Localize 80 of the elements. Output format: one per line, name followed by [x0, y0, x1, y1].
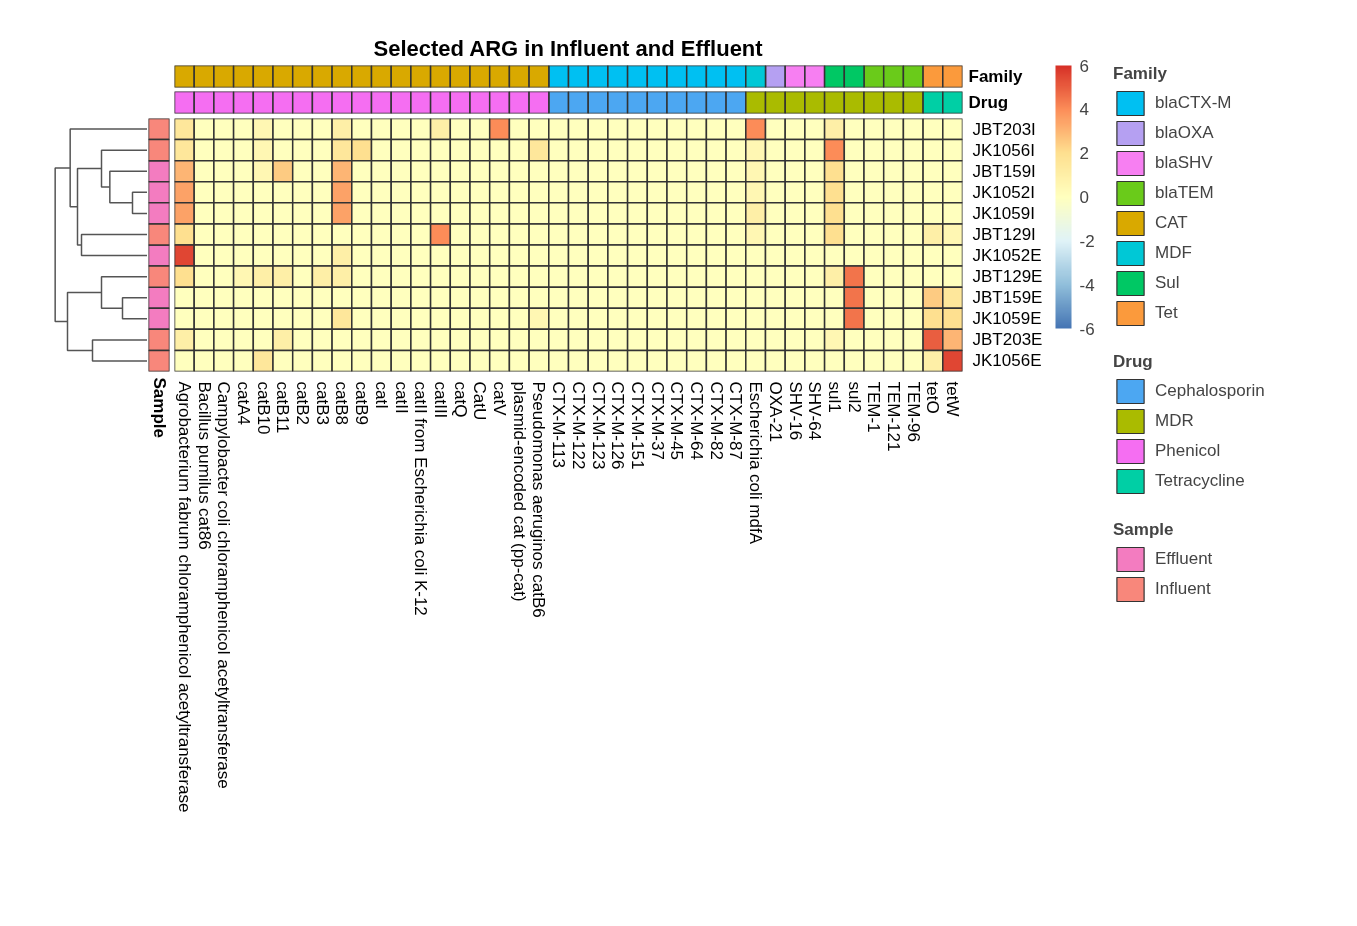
- legend-label: blaSHV: [1155, 152, 1213, 174]
- x-tick-label: catV: [490, 381, 510, 417]
- legend-label: Sul: [1155, 272, 1180, 294]
- x-tick-label: SHV-16: [785, 381, 805, 441]
- y-tick-label: JBT203I: [972, 119, 1036, 139]
- x-tick-label: Pseudomonas aeruginos catB6: [529, 381, 549, 618]
- text: Effluent: [1155, 548, 1213, 570]
- y-tick-label: JK1059E: [972, 309, 1042, 329]
- x-tick-label: catB3: [312, 381, 332, 425]
- x-tick-label: catB9: [352, 381, 372, 425]
- x-tick-label: CTX-M-64: [687, 381, 707, 460]
- x-tick-label: Campylobacter coli chloramphenicol acetyltransferase: [214, 381, 234, 789]
- x-tick-label: Bacillus pumilus cat86: [194, 381, 214, 550]
- y-tick-label: JK1056I: [972, 140, 1035, 160]
- y-tick-label: JBT129I: [972, 224, 1036, 244]
- legend-label: MDF: [1155, 242, 1192, 264]
- x-tick-label: catB2: [293, 381, 313, 425]
- text: Influent: [1155, 578, 1211, 600]
- x-tick-label: CTX-M-45: [667, 381, 687, 460]
- y-axis-title: Family: [968, 67, 1023, 86]
- x-tick-label: Agrobacterium fabrum chloramphenicol acetyltransferase: [174, 381, 194, 813]
- text: Phenicol: [1155, 440, 1221, 462]
- x-tick-label: CTX-M-123: [588, 381, 608, 470]
- y-tick-label: JK1056E: [972, 351, 1042, 371]
- x-tick-label: catQ: [450, 381, 470, 418]
- legend-label: blaCTX-M: [1155, 92, 1232, 114]
- text: Cephalosporin: [1155, 380, 1265, 402]
- x-tick-label: catII from Escherichia coli K-12: [411, 381, 431, 616]
- x-tick-label: CatU: [470, 381, 490, 421]
- x-tick-label: catB11: [273, 381, 293, 434]
- x-tick-label: CTX-M-126: [608, 381, 628, 470]
- x-tick-label: tetO: [923, 381, 943, 414]
- color-bar-label: 6: [1079, 56, 1089, 76]
- legend-label: CAT: [1155, 212, 1188, 234]
- chart-title: Selected ARG in Influent and Effluent: [373, 35, 764, 61]
- x-tick-label: TEM-121: [884, 381, 904, 452]
- y-tick-label: JK1059I: [972, 203, 1035, 223]
- color-bar-label: -2: [1079, 231, 1095, 251]
- x-tick-label: CTX-M-151: [627, 381, 647, 470]
- x-tick-label: CTX-M-87: [726, 381, 746, 460]
- legend-label: blaOXA: [1155, 122, 1214, 144]
- text: Tetracycline: [1155, 470, 1245, 492]
- color-bar-label: 0: [1079, 188, 1089, 207]
- legend-title: Family: [1113, 64, 1168, 84]
- y-axis-title: Drug: [968, 93, 1009, 112]
- x-tick-label: catI: [371, 381, 391, 409]
- x-tick-label: SHV-64: [805, 381, 825, 441]
- x-tick-label: CTX-M-82: [706, 381, 726, 460]
- x-tick-label: catII: [391, 381, 411, 414]
- x-tick-label: catA4: [233, 381, 253, 425]
- legend-title: Drug: [1113, 352, 1154, 372]
- x-tick-label: tetW: [943, 381, 963, 417]
- x-tick-label: catB8: [332, 381, 352, 425]
- x-tick-label: catB10: [253, 381, 273, 435]
- color-bar-label: 4: [1079, 100, 1089, 120]
- text: MDR: [1155, 410, 1194, 432]
- x-tick-label: plasmid-encoded cat (pp-cat): [509, 381, 529, 602]
- y-tick-label: JBT129E: [972, 267, 1043, 287]
- x-tick-label: CTX-M-122: [568, 381, 588, 470]
- y-tick-label: JBT159I: [972, 161, 1036, 181]
- x-tick-label: TEM-1: [864, 381, 884, 433]
- legend-label: Tet: [1155, 302, 1178, 324]
- y-tick-label: JBT159E: [972, 288, 1043, 308]
- color-bar-label: 2: [1079, 144, 1089, 164]
- y-tick-label: JBT203E: [972, 330, 1043, 350]
- x-tick-label: TEM-96: [903, 381, 923, 442]
- x-tick-label: CTX-M-113: [549, 381, 569, 469]
- y-axis-title: Sample: [149, 377, 169, 438]
- y-tick-label: JK1052E: [972, 246, 1042, 266]
- legend-label: blaTEM: [1155, 182, 1214, 204]
- x-tick-label: sul1: [824, 381, 844, 413]
- x-tick-label: CTX-M-37: [647, 381, 667, 460]
- x-tick-label: Escherichia coli mdfA: [746, 381, 766, 545]
- color-bar-label: -6: [1079, 319, 1095, 339]
- legend-title: Sample: [1113, 520, 1175, 540]
- x-tick-label: sul2: [844, 381, 864, 413]
- color-bar-label: -4: [1079, 275, 1095, 295]
- y-tick-label: JK1052I: [972, 182, 1035, 202]
- x-tick-label: OXA-21: [765, 381, 785, 442]
- x-tick-label: catIII: [430, 381, 450, 419]
